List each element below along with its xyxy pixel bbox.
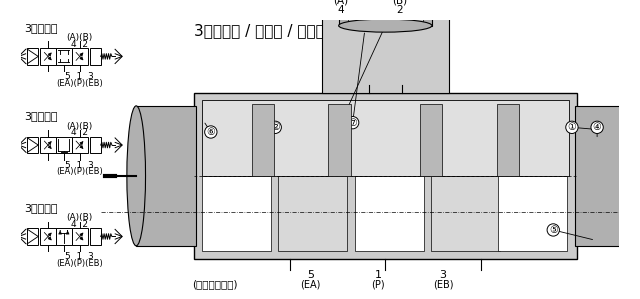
Bar	[40, 48, 56, 65]
Bar	[72, 48, 88, 65]
Text: (A)(B): (A)(B)	[66, 33, 92, 42]
Text: 3位中压式: 3位中压式	[24, 203, 58, 213]
Text: 3位中封式: 3位中封式	[24, 23, 58, 33]
Bar	[27, 228, 38, 245]
Text: 5  1  3: 5 1 3	[65, 72, 93, 81]
Text: ①: ①	[568, 122, 576, 132]
Bar	[497, 104, 519, 176]
Text: ⑤: ⑤	[549, 225, 557, 235]
Bar	[40, 228, 56, 245]
Bar	[56, 137, 72, 153]
Bar	[72, 137, 88, 153]
Text: (B): (B)	[392, 0, 407, 6]
Bar	[252, 104, 274, 176]
Text: (A)(B): (A)(B)	[66, 213, 92, 222]
Text: 4: 4	[337, 5, 344, 15]
Ellipse shape	[339, 19, 432, 32]
Bar	[328, 104, 351, 176]
Text: (A)(B): (A)(B)	[66, 122, 92, 131]
Bar	[431, 176, 500, 251]
Bar	[202, 100, 569, 176]
Bar	[498, 176, 567, 251]
Bar	[194, 93, 577, 259]
Bar	[90, 228, 100, 245]
Bar	[355, 176, 424, 251]
Text: 3: 3	[440, 270, 447, 280]
Text: (本图为中封式): (本图为中封式)	[192, 279, 237, 289]
Text: ②: ②	[271, 122, 280, 132]
Text: (EA)(P)(EB): (EA)(P)(EB)	[56, 167, 102, 176]
Text: 4  2: 4 2	[71, 128, 88, 137]
Text: (EA)(P)(EB): (EA)(P)(EB)	[56, 79, 102, 88]
Text: 3位中封式 / 中泄式 / 中压式: 3位中封式 / 中泄式 / 中压式	[194, 23, 324, 38]
Bar	[90, 137, 100, 153]
Bar	[278, 176, 347, 251]
Text: 5  1  3: 5 1 3	[65, 252, 93, 261]
Text: (A): (A)	[333, 0, 348, 6]
Bar	[575, 106, 634, 246]
Bar	[136, 106, 196, 246]
Bar	[27, 137, 38, 153]
Text: 3位中泄式: 3位中泄式	[24, 112, 58, 121]
Bar	[72, 228, 88, 245]
Text: 2: 2	[396, 5, 403, 15]
Text: ⑦: ⑦	[348, 118, 357, 128]
Bar	[27, 48, 38, 65]
Bar	[420, 104, 442, 176]
Text: 4  2: 4 2	[71, 39, 88, 49]
Text: (P): (P)	[371, 279, 385, 289]
Text: ④: ④	[593, 122, 602, 132]
Text: 5: 5	[307, 270, 314, 280]
Bar	[322, 16, 449, 93]
Bar	[90, 48, 100, 65]
Ellipse shape	[127, 106, 145, 246]
Ellipse shape	[625, 106, 640, 246]
Text: ⑥: ⑥	[207, 127, 215, 137]
Text: (EA)(P)(EB): (EA)(P)(EB)	[56, 259, 102, 268]
Bar	[339, 0, 432, 26]
Text: ③: ③	[334, 122, 343, 132]
Text: (EA): (EA)	[301, 279, 321, 289]
Text: 5  1  3: 5 1 3	[65, 161, 93, 170]
Bar	[348, 0, 422, 28]
Bar	[56, 228, 72, 245]
Bar	[56, 48, 72, 65]
Text: 4  2: 4 2	[71, 220, 88, 229]
Bar	[40, 137, 56, 153]
Text: (EB): (EB)	[433, 279, 453, 289]
Text: 1: 1	[374, 270, 381, 280]
Bar	[202, 176, 271, 251]
